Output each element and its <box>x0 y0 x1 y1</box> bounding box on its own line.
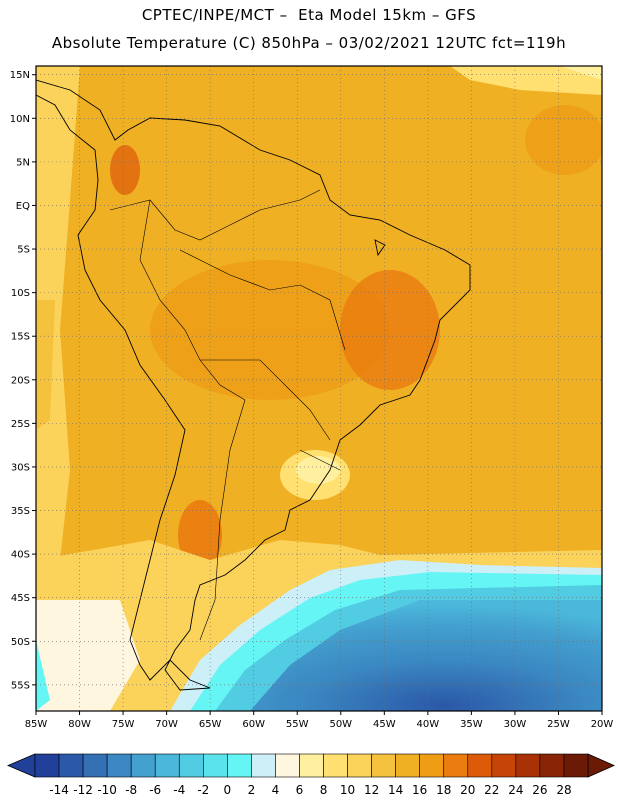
colorbar-swatch <box>58 753 84 778</box>
colorbar-swatch <box>34 753 60 778</box>
lon-label: 20W <box>591 719 614 730</box>
colorbar-label: 2 <box>248 783 256 797</box>
colorbar-label: 6 <box>296 783 304 797</box>
colorbar-swatch <box>395 753 420 778</box>
colorbar-label: -14 <box>49 783 69 797</box>
temperature-field <box>36 66 602 711</box>
colorbar-max-arrow <box>587 753 615 778</box>
lat-label: EQ <box>16 201 30 212</box>
latitude-labels: 15N 10N 5N EQ 5S 10S 15S 20S 25S 30S 35S 40S 45S 50S 5… <box>10 70 36 691</box>
colorbar-swatch <box>347 753 372 778</box>
colorbar-label: -4 <box>173 783 185 797</box>
colorbar-swatch <box>515 753 541 778</box>
colorbar-label: 26 <box>532 783 547 797</box>
lon-label: 50W <box>329 719 352 730</box>
colorbar-label: 22 <box>484 783 499 797</box>
colorbar-label: -10 <box>97 783 117 797</box>
colorbar-label: -6 <box>149 783 161 797</box>
colorbar-swatch <box>178 753 204 778</box>
colorbar-swatch <box>539 753 565 778</box>
lon-label: 40W <box>417 719 440 730</box>
map-subtitle: Absolute Temperature (C) 850hPa – 03/02/… <box>51 34 567 52</box>
colorbar-swatch <box>491 753 517 778</box>
colorbar-swatch <box>467 753 493 778</box>
lat-label: 35S <box>11 506 30 517</box>
colorbar-label: 28 <box>556 783 571 797</box>
colorbar-swatch <box>154 753 180 778</box>
lon-label: 75W <box>112 719 135 730</box>
colorbar-label: 12 <box>364 783 379 797</box>
lon-label: 60W <box>242 719 265 730</box>
colorbar-swatch <box>130 753 156 778</box>
lat-label: 55S <box>11 680 30 691</box>
colorbar-min-arrow <box>6 753 36 778</box>
colorbar-label: -12 <box>73 783 93 797</box>
coastline <box>36 79 471 691</box>
lat-label: 15S <box>11 332 30 343</box>
colorbar-swatch <box>419 753 445 778</box>
lon-label: 30W <box>504 719 527 730</box>
colorbar-swatch <box>82 753 108 778</box>
colorbar-label: 14 <box>388 783 403 797</box>
map-frame <box>35 65 603 712</box>
longitude-labels: 85W 80W 75W 70W 65W 60W 55W 50W 45W 40W 35W 30W 25W 2… <box>25 711 614 730</box>
colorbar-swatch <box>323 753 348 778</box>
colorbar-label: 10 <box>340 783 355 797</box>
colorbar: -14 -12 -10 -8 -6 -4 -2 0 2 4 6 8 10 12 14 16 18 20 22 24 26… <box>6 753 615 797</box>
lon-label: 25W <box>547 719 570 730</box>
colorbar-label: 24 <box>508 783 523 797</box>
colorbar-swatch <box>106 753 132 778</box>
colorbar-swatch <box>203 753 228 778</box>
colorbar-swatch <box>371 753 396 778</box>
lon-label: 70W <box>155 719 178 730</box>
colorbar-label: 18 <box>436 783 451 797</box>
colorbar-swatch <box>563 753 589 778</box>
lat-label: 15N <box>10 70 30 81</box>
lat-label: 5N <box>16 157 30 168</box>
lat-label: 40S <box>11 550 30 561</box>
colorbar-label: 0 <box>224 783 232 797</box>
colorbar-swatch <box>251 753 276 778</box>
colorbar-label: -8 <box>125 783 137 797</box>
lon-label: 35W <box>460 719 483 730</box>
lat-label: 45S <box>11 593 30 604</box>
lat-label: 10N <box>10 114 30 125</box>
colorbar-swatch <box>275 753 300 778</box>
colorbar-swatch <box>443 753 469 778</box>
lat-label: 20S <box>11 375 30 386</box>
lat-label: 50S <box>11 637 30 648</box>
colorbar-swatch <box>227 753 252 778</box>
colorbar-label: 8 <box>320 783 328 797</box>
colorbar-label: 4 <box>272 783 280 797</box>
map-title: CPTEC/INPE/MCT – Eta Model 15km – GFS <box>141 6 477 24</box>
lat-label: 5S <box>17 245 30 256</box>
country-borders <box>109 189 346 641</box>
lon-label: 85W <box>25 719 48 730</box>
colorbar-label: 16 <box>412 783 427 797</box>
lon-label: 45W <box>373 719 396 730</box>
lon-label: 80W <box>68 719 91 730</box>
colorbar-swatch <box>299 753 324 778</box>
lon-label: 65W <box>199 719 222 730</box>
lat-label: 30S <box>11 462 30 473</box>
colorbar-label: 20 <box>460 783 475 797</box>
lon-label: 55W <box>286 719 309 730</box>
lat-label: 10S <box>11 288 30 299</box>
lat-label: 25S <box>11 419 30 430</box>
colorbar-label: -2 <box>197 783 209 797</box>
